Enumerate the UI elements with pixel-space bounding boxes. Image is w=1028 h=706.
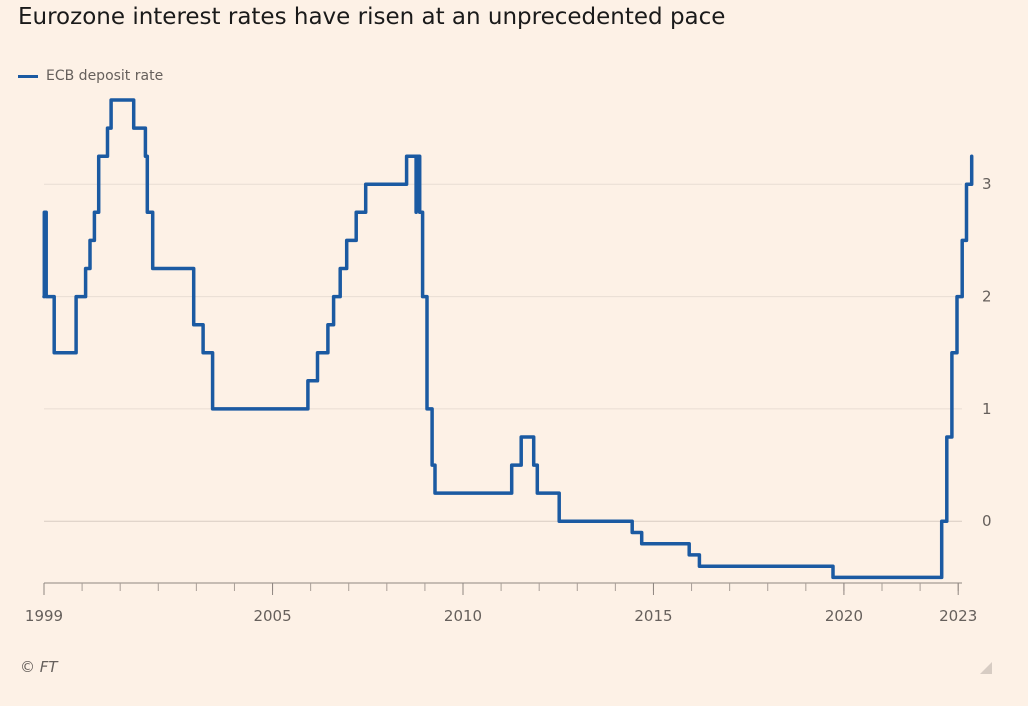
y-tick-label-3: 3 bbox=[982, 175, 992, 193]
resize-corner-icon bbox=[980, 662, 992, 674]
x-tick-label-2015: 2015 bbox=[634, 607, 672, 625]
chart-title: Eurozone interest rates have risen at an… bbox=[18, 4, 726, 30]
y-tick-label-1: 1 bbox=[982, 400, 992, 418]
legend-label: ECB deposit rate bbox=[46, 68, 164, 84]
legend-swatch bbox=[18, 74, 38, 78]
x-tick-label-2023: 2023 bbox=[939, 607, 977, 625]
x-tick-label-2020: 2020 bbox=[825, 607, 863, 625]
y-tick-label-0: 0 bbox=[982, 512, 992, 530]
series-line-0 bbox=[42, 98, 974, 580]
legend: ECB deposit rate bbox=[18, 68, 163, 84]
x-tick-label-1999: 1999 bbox=[25, 607, 63, 625]
source-credit: © FT bbox=[20, 658, 58, 676]
y-tick-label-2: 2 bbox=[982, 288, 992, 306]
x-tick-label-2010: 2010 bbox=[444, 607, 482, 625]
x-tick-label-2005: 2005 bbox=[253, 607, 291, 625]
